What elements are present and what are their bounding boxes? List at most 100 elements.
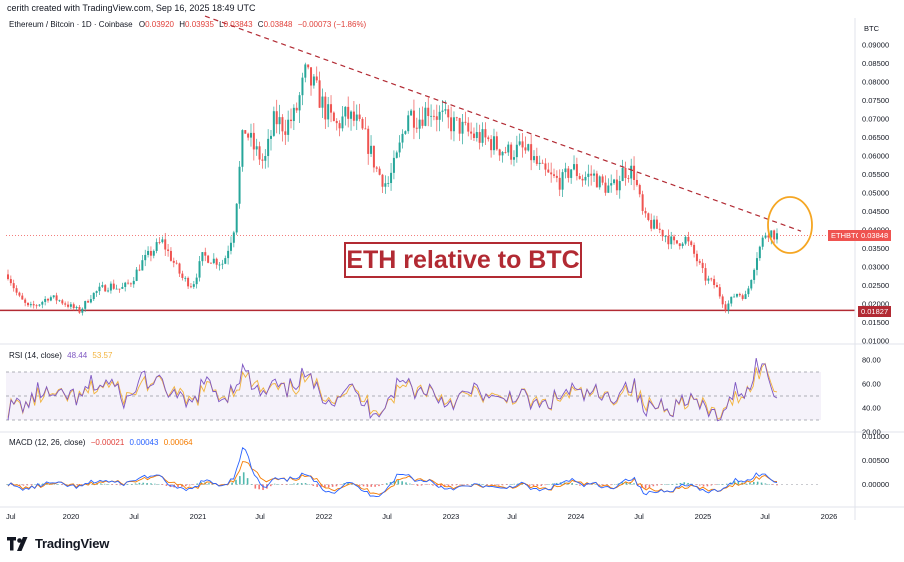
change-value: −0.00073 (−1.86%) — [297, 20, 367, 29]
macd-label[interactable]: MACD (12, 26, close) — [9, 438, 86, 447]
candle-body — [301, 77, 304, 96]
candle-body — [327, 104, 330, 120]
open-label: O — [138, 20, 146, 29]
macd-hist-bar — [115, 484, 117, 485]
candle-body — [129, 283, 132, 285]
candle-body — [335, 120, 338, 124]
macd-hist-bar — [505, 484, 508, 485]
candle-body — [404, 131, 407, 134]
candle-body — [481, 129, 484, 143]
candle-body — [587, 173, 590, 177]
candle-body — [295, 107, 298, 111]
candle-body — [495, 136, 498, 150]
macd-hist-bar — [235, 479, 237, 485]
candle-body — [467, 122, 470, 132]
price-tick-label: 0.04500 — [862, 207, 889, 216]
macd-hist-bar — [246, 478, 249, 485]
macd-hist-bar — [374, 484, 376, 487]
candle-body — [487, 137, 490, 140]
candle-body — [38, 304, 41, 306]
candle-body — [147, 250, 150, 255]
candle-body — [595, 173, 598, 188]
macd-hist-bar — [331, 484, 334, 487]
price-unit-label: BTC — [864, 24, 879, 33]
candle-body — [292, 107, 295, 122]
macd-hist-bar — [497, 484, 500, 486]
macd-hist-bar — [382, 484, 384, 485]
candle-body — [144, 254, 147, 261]
candle-body — [249, 132, 252, 138]
candle-body — [241, 130, 244, 167]
macd-hist-bar — [494, 484, 496, 486]
macd-hist-bar — [671, 484, 674, 485]
candle-body — [264, 156, 267, 161]
macd-hist-bar — [629, 482, 631, 485]
candle-body — [418, 119, 421, 129]
candle-body — [687, 236, 690, 242]
candle-body — [724, 304, 727, 311]
macd-hist-bar — [575, 484, 577, 485]
candle-body — [461, 121, 464, 134]
macd-hist-bar — [107, 484, 110, 485]
macd-hist-bar — [536, 484, 539, 487]
candle-body — [610, 183, 613, 186]
candle-body — [24, 299, 27, 303]
candle-body — [281, 117, 284, 132]
candle-body — [12, 283, 15, 289]
rsi-legend: RSI (14, close) 48.44 53.57 — [9, 351, 112, 360]
rsi-label[interactable]: RSI (14, close) — [9, 351, 62, 360]
macd-hist-bar — [45, 483, 48, 485]
macd-tick-label: 0.00500 — [862, 456, 889, 465]
candle-body — [361, 118, 364, 129]
macd-hist-bar — [258, 484, 260, 490]
macd-hist-bar — [509, 484, 512, 485]
rsi-tick-label: 80.00 — [862, 356, 881, 365]
macd-hist-bar — [76, 484, 79, 486]
macd-hist-bar — [154, 483, 156, 485]
candle-body — [421, 119, 424, 126]
candle-body — [318, 80, 321, 108]
candle-body — [344, 106, 347, 117]
macd-hist-bar — [637, 484, 639, 486]
candle-body — [541, 162, 544, 164]
macd-tick-label: 0.00000 — [862, 480, 889, 489]
last-price-symbol-tag: ETHBTC — [828, 230, 864, 241]
macd-hist-bar — [409, 483, 411, 485]
macd-hist-bar — [451, 484, 454, 486]
macd-hist-bar — [239, 476, 241, 485]
candle-body — [341, 116, 344, 129]
macd-hist-bar — [405, 482, 407, 485]
candle-body — [738, 293, 741, 296]
candle-body — [115, 288, 118, 290]
candle-body — [127, 282, 130, 284]
candle-body — [227, 250, 230, 259]
macd-hist-value: −0.00021 — [90, 438, 125, 447]
macd-hist-bar — [18, 484, 21, 486]
candle-body — [275, 111, 278, 125]
candle-body — [741, 295, 744, 299]
symbol-name[interactable]: Ethereum / Bitcoin · 1D · Coinbase — [9, 20, 133, 29]
low-value: 0.03843 — [223, 20, 253, 29]
candle-body — [364, 128, 367, 130]
candle-body — [624, 167, 627, 178]
candle-body — [161, 239, 164, 243]
rsi-ma-value: 53.57 — [92, 351, 113, 360]
candle-body — [538, 162, 541, 164]
candle-body — [198, 261, 201, 278]
candle-body — [350, 111, 353, 119]
candle-body — [498, 149, 501, 156]
candle-body — [647, 213, 650, 221]
candle-body — [427, 107, 430, 117]
candle-body — [207, 255, 210, 263]
candle-body — [375, 167, 378, 169]
macd-hist-bar — [544, 484, 546, 486]
candle-body — [707, 278, 710, 281]
candle-body — [284, 131, 287, 135]
candle-body — [598, 176, 601, 188]
macd-hist-bar — [177, 484, 179, 488]
rsi-line — [7, 358, 778, 422]
time-tick-label: Jul — [760, 512, 770, 521]
candle-body — [355, 114, 358, 121]
candle-body — [35, 305, 38, 307]
